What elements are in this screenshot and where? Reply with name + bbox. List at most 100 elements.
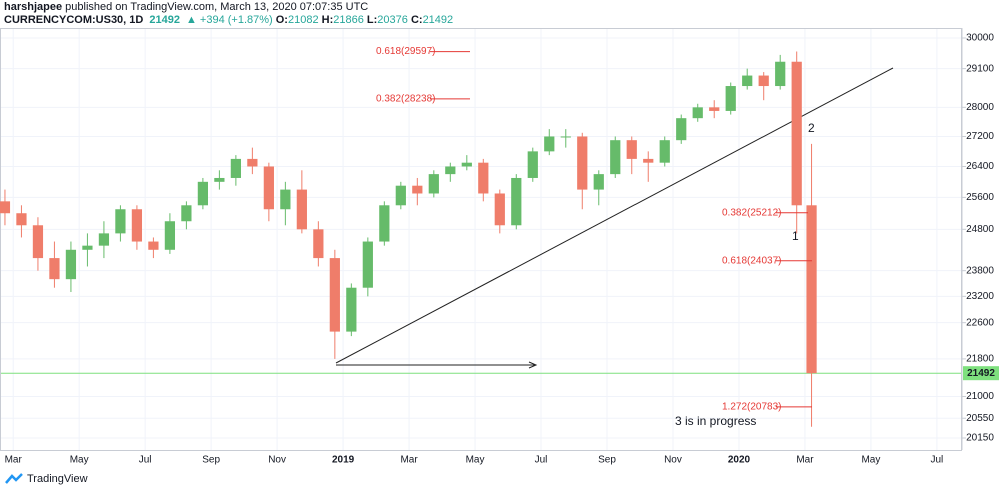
candle-body (676, 118, 687, 141)
y-tick-label: 24800 (966, 224, 994, 235)
candle-body (32, 225, 44, 259)
x-tick-label: 2019 (332, 455, 355, 466)
candle-body (148, 241, 159, 250)
candle-body (98, 233, 110, 246)
candle-body (313, 229, 324, 259)
ohlc-value: 21082 (287, 14, 319, 26)
header: harshjapee published on TradingView.com,… (4, 0, 994, 27)
x-tick-label: May (70, 455, 89, 466)
y-tick-label: 23200 (966, 291, 994, 302)
x-tick-label: Nov (268, 455, 286, 466)
x-tick-label: Jul (535, 455, 548, 466)
price: 21492 (149, 14, 180, 26)
candle-body (296, 189, 307, 230)
candle-body (659, 140, 670, 163)
level-label: 0.382(28238) (376, 93, 436, 104)
candle-body (445, 166, 456, 175)
symbol-line: CURRENCYCOM:US30, 1D 21492 ▲ +394 (+1.87%)… (4, 14, 994, 27)
x-tick-label: Sep (598, 455, 616, 466)
candle-body (181, 205, 192, 222)
candle-body (214, 177, 225, 182)
x-tick-label: Jul (931, 455, 944, 466)
ohlc-label: H: (321, 14, 334, 26)
candle-body (197, 181, 208, 206)
x-tick-label: Mar (5, 455, 23, 466)
publish-line: harshjapee published on TradingView.com,… (4, 0, 994, 14)
arrow-head (528, 361, 538, 369)
candle-body (593, 174, 604, 190)
x-tick-label: May (861, 455, 880, 466)
candle-body (775, 61, 786, 87)
up-arrow: ▲ (185, 14, 197, 26)
y-tick-label: 21000 (966, 391, 994, 402)
candle-body (527, 151, 538, 178)
y-tick-label: 29100 (966, 63, 994, 74)
ohlc-value: 21492 (422, 14, 454, 26)
y-tick-label: 20150 (966, 433, 994, 444)
level-label: 0.618(29597) (376, 46, 436, 57)
change: +394 (+1.87%) (199, 14, 273, 26)
x-tick-label: 2020 (728, 455, 751, 466)
candle-body (230, 158, 241, 178)
x-tick-label: Nov (664, 455, 682, 466)
y-tick-label: 20550 (966, 413, 994, 424)
ohlc-value: 20376 (377, 14, 408, 26)
y-tick-label: 21800 (966, 354, 994, 365)
candle-body (742, 75, 753, 87)
candle-body (346, 287, 357, 332)
candle-body (610, 140, 621, 175)
brand: TradingView (27, 473, 88, 485)
plot-frame (0, 28, 962, 451)
chart: Mar May Jul Sep Nov 2019 Mar May Jul Sep Nov 2020 Ma… (0, 28, 999, 466)
candle-body (461, 162, 472, 167)
y-tick-label: 27200 (966, 131, 994, 142)
y-tick-label: 22600 (966, 317, 994, 328)
candle-body (428, 174, 439, 194)
level-label: 0.382(25212) (722, 207, 782, 218)
y-tick-label: 26400 (966, 161, 994, 172)
x-tick-label: May (466, 455, 485, 466)
candle-body (643, 158, 654, 163)
candle-body (329, 258, 340, 332)
price-label-box (963, 366, 999, 381)
ohlc-label: O: (275, 14, 288, 26)
candle-body (65, 249, 77, 280)
symbol: CURRENCYCOM:US30, 1D (4, 14, 144, 26)
price-label: 21492 (967, 368, 995, 379)
candle-body (379, 205, 390, 242)
candle-body (362, 241, 373, 288)
candle-body (412, 185, 423, 194)
candle-body (692, 107, 703, 119)
candle-body (626, 140, 637, 159)
candle-body (280, 189, 291, 210)
logo (5, 473, 23, 484)
x-tick-label: Mar (796, 455, 814, 466)
x-tick-label: Sep (202, 455, 220, 466)
candle-body (247, 158, 258, 167)
y-tick-label: 28000 (966, 102, 994, 113)
candle-body (791, 61, 802, 206)
candle-body (395, 185, 406, 206)
candle-body (82, 245, 93, 250)
footer: TradingView (4, 470, 88, 488)
x-tick-label: Mar (400, 455, 418, 466)
candle-body (511, 177, 522, 226)
candle-body (0, 201, 11, 214)
ohlc-label: L: (366, 14, 378, 26)
annotation: 3 is in progress (675, 414, 756, 428)
candle-body (560, 136, 571, 138)
candle-body (478, 162, 489, 194)
level-label: 0.618(24037) (722, 255, 782, 266)
author: harshjapee (4, 1, 63, 13)
candle-body (494, 193, 505, 226)
candle-body (16, 213, 27, 226)
candle-body (758, 75, 769, 87)
y-tick-label: 30000 (966, 33, 994, 44)
candle-body (131, 209, 143, 242)
published: published on TradingView.com, March 13, … (65, 1, 369, 13)
y-tick-label: 25600 (966, 192, 994, 203)
candle-body (49, 258, 60, 280)
candle-body (263, 166, 274, 210)
x-tick-label: Jul (139, 455, 152, 466)
